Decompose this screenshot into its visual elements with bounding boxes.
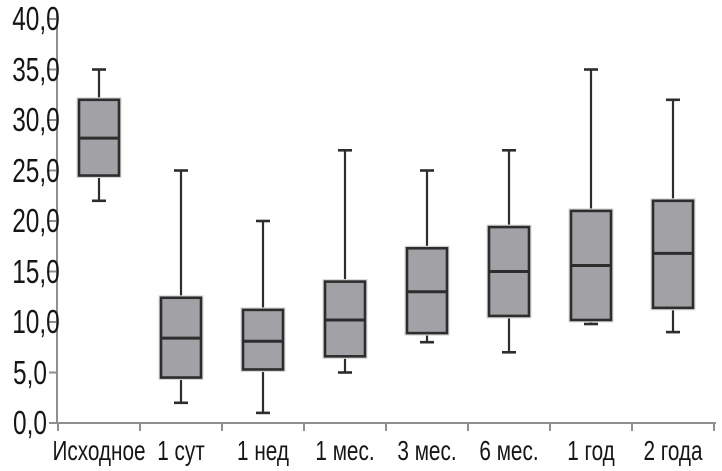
x-category-label: 1 сут <box>157 435 205 466</box>
y-tick-label: 20,0 <box>12 202 60 239</box>
y-tick-label: 30,0 <box>12 101 60 138</box>
x-category-label: 1 мес. <box>315 435 375 466</box>
x-category-label: 1 год <box>567 435 615 466</box>
box <box>241 308 285 371</box>
x-category-label: 1 нед <box>237 435 289 466</box>
y-tick-label: 15,0 <box>12 252 60 290</box>
x-category-label: 6 мес. <box>479 435 539 466</box>
y-tick-label: 35,0 <box>12 50 60 88</box>
y-tick-label: 40,0 <box>12 0 60 37</box>
y-tick-label: 10,0 <box>12 303 60 340</box>
y-tick-label: 25,0 <box>12 151 60 189</box>
y-tick-label: 0,0 <box>13 404 47 441</box>
x-category-label: Исходное <box>52 435 146 466</box>
x-category-label: 3 мес. <box>397 435 457 466</box>
x-category-label: 2 года <box>643 435 703 466</box>
y-tick-label: 5,0 <box>13 353 47 391</box>
